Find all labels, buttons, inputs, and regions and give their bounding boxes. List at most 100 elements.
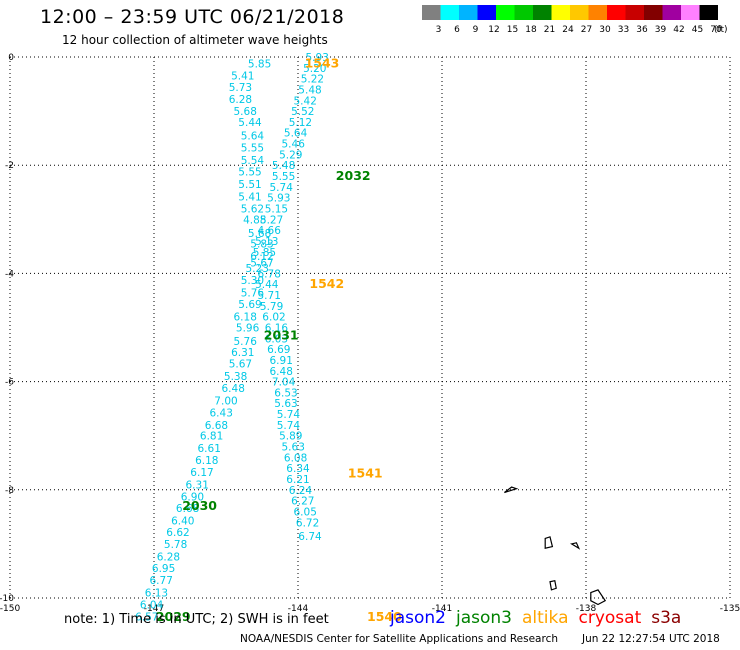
wave-height-value: 5.71 [258, 290, 281, 302]
pass-time-label: 1543 [305, 55, 340, 70]
wave-height-value: 6.34 [286, 463, 310, 475]
wave-height-value: 6.90 [181, 491, 204, 503]
colorbar-label: 15 [507, 25, 518, 35]
colorbar-swatch [422, 5, 441, 20]
wave-height-value: 4.66 [258, 225, 282, 237]
units-note: note: 1) Time is in UTC; 2) SWH is in fe… [64, 612, 329, 627]
wave-height-value: 5.76 [241, 287, 265, 299]
wave-height-value: 5.48 [272, 160, 295, 172]
colorbar-swatch [459, 5, 478, 20]
colorbar-swatch [681, 5, 700, 20]
colorbar-label: 45 [692, 25, 703, 35]
colorbar-label: 24 [562, 25, 574, 35]
wave-height-value: 5.55 [272, 171, 295, 183]
wave-height-value: 6.61 [198, 443, 221, 455]
colorbar-label: 39 [655, 25, 667, 35]
wave-height-value: 5.22 [301, 74, 324, 86]
colorbar-label: 21 [544, 25, 555, 35]
legend-altika: altika [522, 608, 569, 628]
wave-height-value: 6.57 [135, 611, 158, 623]
wave-height-value: 6.08 [284, 452, 307, 464]
colorbar-swatch [440, 5, 459, 20]
wave-height-value: 5.85 [253, 247, 276, 259]
colorbar-label: 70 [710, 25, 722, 35]
wave-height-value: 5.55 [238, 167, 261, 179]
colorbar-swatch [570, 5, 589, 20]
island-shape [504, 486, 519, 494]
wave-height-value: 5.76 [234, 336, 258, 348]
colorbar-swatch [644, 5, 663, 20]
page-subtitle: 12 hour collection of altimeter wave hei… [62, 33, 328, 47]
wave-height-value: 5.68 [234, 106, 257, 118]
wave-height-value: 5.27 [260, 214, 283, 226]
colorbar-swatch [588, 5, 607, 20]
colorbar-label: 27 [581, 25, 592, 35]
island-shape [590, 589, 607, 606]
wave-height-value: 6.28 [157, 551, 180, 563]
legend-jason2: jason2 [390, 608, 446, 628]
wave-height-value: 5.46 [282, 139, 306, 151]
wave-height-value: 5.78 [164, 539, 187, 551]
colorbar-swatch [551, 5, 570, 20]
legend-jason3: jason3 [456, 608, 512, 628]
wave-height-value: 5.79 [260, 301, 283, 313]
wave-height-value: 6.43 [210, 407, 233, 419]
colorbar-swatch [699, 5, 718, 20]
wave-height-value: 6.68 [205, 420, 228, 432]
wave-height-value: 7.00 [214, 396, 237, 408]
x-tick-label: -135 [720, 604, 740, 614]
wave-height-value: 5.63 [282, 442, 305, 454]
wave-height-value: 5.64 [284, 128, 308, 140]
y-tick-label: -2 [5, 161, 14, 171]
wave-height-value: 6.48 [222, 383, 245, 395]
colorbar-swatch [533, 5, 552, 20]
wave-height-value: 5.29 [279, 149, 302, 161]
wave-height-value: 5.20 [303, 63, 326, 75]
island-shape [544, 536, 554, 549]
wave-height-value: 6.53 [274, 387, 297, 399]
wave-height-value: 6.04 [140, 599, 164, 611]
colorbar-swatch [514, 5, 533, 20]
y-tick-label: -10 [0, 594, 14, 604]
pass-time-label: 2030 [182, 498, 217, 513]
colorbar-label: 33 [618, 25, 629, 35]
legend-s3a: s3a [651, 608, 682, 628]
wave-height-value: 6.68 [176, 503, 199, 515]
wave-height-value: 5.54 [241, 155, 265, 167]
satellite-legend: jason2 jason3 altika cryosat s3a [390, 608, 691, 628]
pass-time-label: 1542 [309, 276, 344, 291]
wave-height-value: 5.73 [229, 82, 252, 94]
colorbar-swatch [477, 5, 496, 20]
colorbar-label: 18 [525, 25, 537, 35]
x-tick-label: -144 [288, 604, 309, 614]
wave-height-value: 6.91 [270, 355, 293, 367]
wave-height-value: 6.17 [190, 467, 213, 479]
wave-height-value: 5.52 [291, 106, 314, 118]
pass-time-label: 2032 [336, 168, 371, 183]
page-title: 12:00 – 23:59 UTC 06/21/2018 [40, 6, 345, 28]
wave-height-value: 5.41 [238, 192, 261, 204]
wave-height-value: 6.12 [250, 251, 273, 263]
colorbar-label: 6 [454, 25, 460, 35]
wave-height-value: 5.48 [298, 84, 321, 96]
y-tick-label: -4 [5, 269, 14, 279]
colorbar-swatch [496, 5, 515, 20]
wave-height-value: 5.74 [277, 409, 301, 421]
wave-height-value: 5.38 [224, 371, 247, 383]
wave-height-value: 5.63 [274, 398, 297, 410]
wave-height-value: 6.18 [195, 455, 218, 467]
x-tick-label: -141 [432, 604, 452, 614]
generated-timestamp: Jun 22 12:27:54 UTC 2018 [582, 633, 720, 645]
credit-line: NOAA/NESDIS Center for Satellite Applica… [240, 633, 558, 645]
y-tick-label: -6 [5, 378, 14, 388]
wave-height-value: 6.78 [258, 268, 281, 280]
wave-height-value: 5.74 [277, 420, 301, 432]
colorbar-unit: (ft) [714, 25, 728, 35]
color-scale-legend: 3 6 9 12 15 18 21 24 27 30 33 36 39 42 45 70(ft) [422, 5, 728, 35]
x-tick-label: -150 [0, 604, 20, 614]
wave-height-value: 5.74 [270, 182, 294, 194]
pass-time-label: 1541 [348, 466, 383, 481]
wave-height-value: 6.03 [265, 333, 288, 345]
wave-height-value: 5.85 [248, 58, 271, 70]
